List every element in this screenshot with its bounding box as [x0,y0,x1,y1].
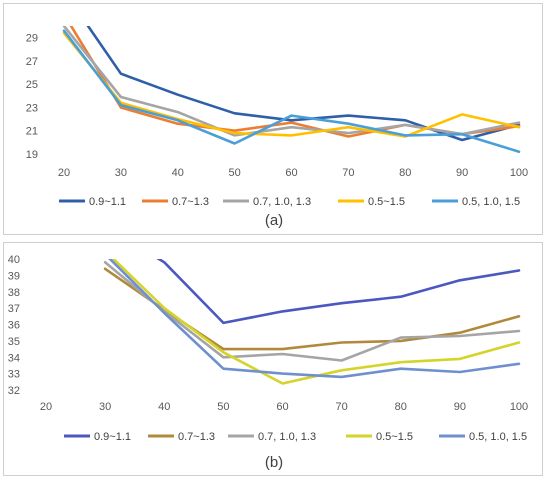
x-tick-label: 90 [456,167,468,179]
x-tick-label: 100 [510,401,528,413]
y-tick-label: 37 [8,303,20,315]
chart-panel-a: 19 21 23 25 27 29 20 30 40 50 60 70 80 90 100 0.9~1.1 0.… [3,3,543,235]
legend-label: 0.7, 1.0, 1.3 [258,431,316,443]
x-tick-label: 90 [454,401,466,413]
y-tick-label: 40 [8,254,20,266]
y-tick-label: 23 [26,102,38,114]
x-tick-label: 80 [399,167,411,179]
series-group [62,26,521,153]
x-tick-label: 60 [276,401,288,413]
legend-label: 0.5, 1.0, 1.5 [462,196,520,208]
series-line [62,29,521,153]
series-line [108,259,521,379]
x-tick-label: 50 [217,401,229,413]
x-tick-label: 70 [342,167,354,179]
x-tick-label: 30 [99,401,111,413]
y-tick-label: 34 [8,352,20,364]
x-tick-label: 40 [172,167,184,179]
series-line [103,261,521,362]
series-line [62,31,521,138]
legend-label: 0.7, 1.0, 1.3 [253,196,311,208]
line-chart-a: 19 21 23 25 27 29 20 30 40 50 60 70 80 90 100 0.9~1.1 0.… [26,26,528,229]
y-tick-label: 21 [26,126,38,138]
y-tick-label: 29 [26,33,38,45]
legend-label: 0.7~1.3 [172,196,209,208]
y-tick-label: 39 [8,270,20,282]
y-tick-label: 35 [8,336,20,348]
legend-label: 0.5~1.5 [376,431,413,443]
y-tick-label: 38 [8,287,20,299]
x-tick-label: 70 [336,401,348,413]
series-line [111,259,521,385]
x-tick-label: 80 [395,401,407,413]
x-tick-label: 50 [229,167,241,179]
chart-panel-b: 32 33 34 35 36 37 38 39 40 20 30 40 50 60 70 80 90 100 0.9… [3,242,543,476]
legend-label: 0.5~1.5 [368,196,405,208]
y-tick-label: 32 [8,385,20,397]
y-tick-label: 33 [8,369,20,381]
legend-label: 0.7~1.3 [178,431,215,443]
x-tick-label: 100 [510,167,528,179]
legend-label: 0.9~1.1 [94,431,131,443]
chart-caption: (a) [265,212,283,229]
x-tick-label: 60 [285,167,297,179]
y-tick-label: 25 [26,79,38,91]
series-group [103,259,521,385]
series-line [156,259,521,325]
x-tick-label: 40 [158,401,170,413]
x-tick-label: 20 [58,167,70,179]
series-line [62,26,521,137]
y-tick-label: 27 [26,56,38,68]
legend-label: 0.9~1.1 [89,196,126,208]
legend-label: 0.5, 1.0, 1.5 [469,431,527,443]
x-tick-label: 20 [40,401,52,413]
y-tick-label: 36 [8,320,20,332]
x-tick-label: 30 [115,167,127,179]
chart-caption: (b) [265,454,283,471]
line-chart-b: 32 33 34 35 36 37 38 39 40 20 30 40 50 60 70 80 90 100 0.9… [8,254,528,471]
y-tick-label: 19 [26,149,38,161]
